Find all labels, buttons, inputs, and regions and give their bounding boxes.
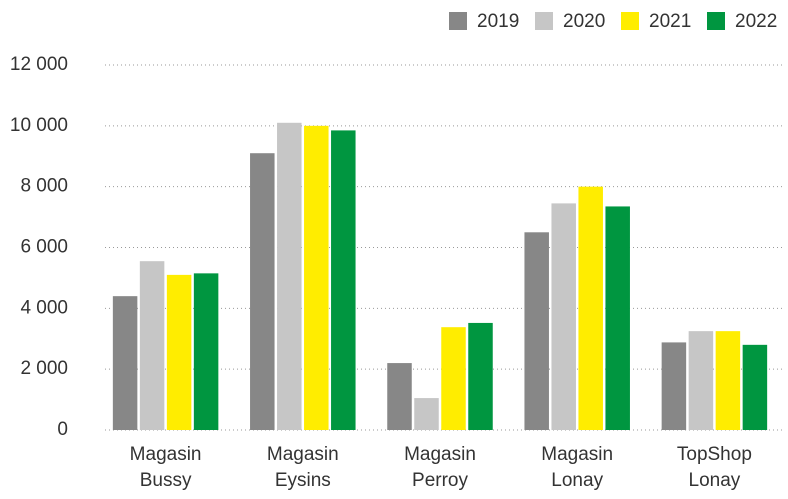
bar	[193, 273, 219, 430]
y-tick-label: 12 000	[10, 54, 68, 75]
bar	[661, 342, 687, 430]
bar	[468, 322, 493, 430]
x-tick-label: Magasin Perroy	[404, 444, 476, 491]
bar	[387, 363, 412, 430]
bar	[688, 331, 714, 430]
x-tick-label: Magasin Eysins	[266, 444, 339, 491]
legend-swatch	[535, 12, 553, 30]
legend-swatch	[707, 12, 725, 30]
bar	[166, 274, 192, 430]
y-tick-label: 4 000	[20, 297, 68, 318]
bar	[578, 186, 603, 430]
bar	[605, 206, 630, 430]
bar	[551, 203, 576, 430]
x-tick-label: TopShop Lonay	[676, 444, 752, 491]
legend-label: 2019	[477, 11, 519, 32]
bar	[715, 331, 741, 430]
x-tick-label: Magasin Bussy	[129, 444, 202, 491]
bar	[277, 122, 302, 431]
legend-label: 2022	[735, 11, 777, 32]
legend-swatch	[621, 12, 639, 30]
y-tick-label: 0	[57, 419, 68, 440]
bar	[304, 125, 329, 430]
y-tick-label: 10 000	[10, 115, 68, 136]
bar	[742, 344, 768, 430]
bar	[524, 232, 549, 430]
y-tick-label: 8 000	[20, 176, 68, 197]
y-tick-label: 2 000	[20, 358, 68, 379]
bar	[139, 261, 165, 430]
bar	[414, 398, 439, 430]
bar	[441, 327, 466, 430]
legend-label: 2020	[563, 11, 605, 32]
bar	[250, 153, 275, 431]
y-tick-label: 6 000	[20, 237, 68, 258]
legend-swatch	[449, 12, 467, 30]
bar	[112, 296, 138, 430]
legend-label: 2021	[649, 11, 691, 32]
x-tick-label: Magasin Lonay	[541, 444, 614, 491]
bar	[331, 130, 356, 431]
